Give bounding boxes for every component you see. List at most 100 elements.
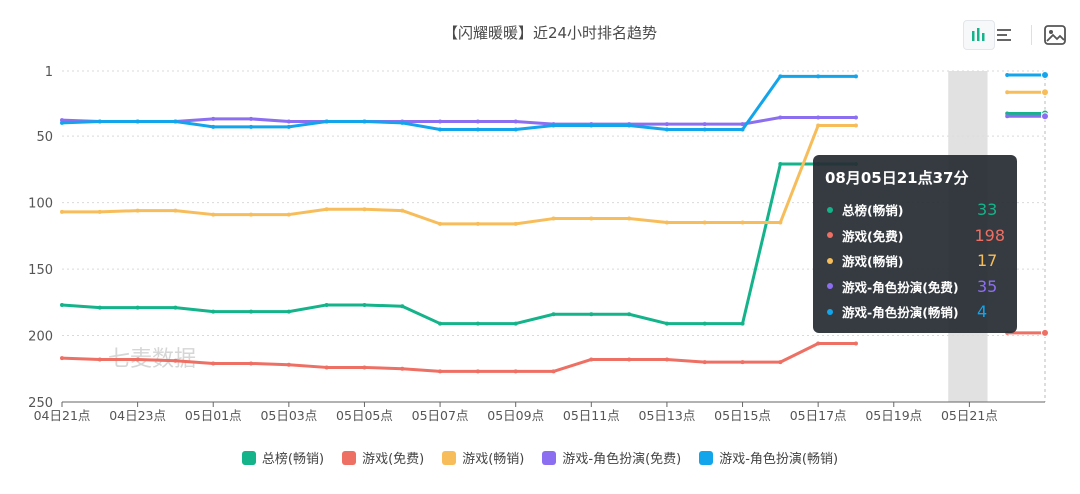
data-point (362, 302, 367, 307)
tooltip-row: 游戏(畅销) 17 (825, 248, 1005, 274)
tooltip-row: 游戏(免费) 198 (825, 223, 1005, 249)
tooltip: 08月05日21点37分 总榜(畅销) 33 游戏(免费) 198 游戏(畅销) 17 游戏… (813, 155, 1017, 333)
data-point (211, 212, 216, 217)
data-point (551, 312, 556, 317)
data-point (816, 115, 821, 120)
series-line (61, 162, 856, 326)
tooltip-series-value: 33 (977, 200, 998, 220)
legend: 总榜(畅销) 游戏(免费) 游戏(畅销) 游戏-角色扮演(免费) 游戏-角色扮演(畅销) (0, 448, 1080, 467)
data-point (740, 360, 745, 365)
legend-item[interactable]: 游戏-角色扮演(免费) (542, 448, 681, 467)
data-point (475, 369, 480, 374)
data-point (173, 358, 178, 363)
x-tick-label: 05日01点 (185, 408, 242, 423)
data-point (551, 216, 556, 221)
x-tick-label: 05日15点 (714, 408, 771, 423)
data-point (211, 361, 216, 366)
data-point (664, 321, 669, 326)
data-point (853, 74, 858, 79)
data-point (60, 209, 64, 214)
legend-label: 游戏(畅销) (462, 452, 525, 467)
data-point (853, 123, 858, 128)
data-point (740, 122, 745, 127)
data-point (438, 119, 443, 124)
series-lines[interactable] (60, 70, 1049, 374)
list-icon[interactable] (991, 22, 1017, 48)
tooltip-series-name: 总榜(畅销) (842, 203, 904, 219)
series-4 (60, 70, 1049, 132)
legend-label: 游戏-角色扮演(畅销) (719, 452, 839, 467)
x-tick-label: 05日05点 (336, 408, 393, 423)
x-tick-label: 04日23点 (109, 408, 166, 423)
data-point (249, 124, 254, 129)
legend-swatch (442, 450, 457, 465)
data-point (135, 119, 140, 124)
data-point (286, 212, 291, 217)
data-point (1041, 88, 1049, 97)
data-point (778, 360, 783, 365)
data-point (664, 122, 669, 127)
legend-item[interactable]: 游戏-角色扮演(畅销) (699, 448, 838, 467)
tooltip-series-value: 35 (977, 276, 998, 296)
data-point (97, 305, 102, 310)
tooltip-row: 游戏-角色扮演(免费) 35 (825, 274, 1005, 300)
bar-chart-icon[interactable] (963, 20, 995, 50)
data-point (1005, 72, 1010, 77)
data-point (664, 357, 669, 362)
data-point (1005, 114, 1010, 119)
tooltip-dot (827, 206, 833, 213)
y-tick-label: 200 (28, 330, 53, 345)
data-point (589, 357, 594, 362)
data-point (589, 123, 594, 128)
legend-swatch (699, 450, 714, 465)
tooltip-series-name: 游戏-角色扮演(免费) (842, 279, 959, 295)
data-point (400, 304, 405, 309)
data-point (438, 321, 443, 326)
data-point (1041, 328, 1049, 337)
legend-item[interactable]: 游戏(畅销) (442, 448, 524, 467)
tooltip-series-name: 游戏-角色扮演(畅销) (842, 305, 959, 321)
data-point (627, 216, 632, 221)
data-point (1041, 70, 1049, 79)
series-2 (60, 88, 1049, 226)
data-point (475, 321, 480, 326)
tooltip-row: 总榜(畅销) 33 (825, 197, 1005, 223)
data-point (778, 220, 783, 225)
legend-item[interactable]: 总榜(畅销) (241, 448, 324, 467)
data-point (400, 366, 405, 371)
data-point (740, 321, 745, 326)
data-point (286, 119, 291, 124)
data-point (324, 302, 329, 307)
download-icon[interactable] (1076, 22, 1080, 48)
data-point (249, 116, 254, 121)
x-tick-label: 05日09点 (487, 408, 544, 423)
x-tick-label: 05日03点 (260, 408, 317, 423)
chart-title: 【闪耀暖暖】近24小时排名趋势 (442, 24, 658, 42)
data-point (664, 127, 669, 132)
data-point (627, 357, 632, 362)
tooltip-dot (827, 232, 833, 239)
data-point (816, 74, 821, 79)
data-point (173, 305, 178, 310)
x-tick-label: 05日21点 (941, 408, 998, 423)
data-point (513, 321, 518, 326)
data-point (249, 212, 254, 217)
data-point (173, 119, 178, 124)
data-point (816, 123, 821, 128)
data-point (475, 127, 480, 132)
series-line (61, 342, 856, 373)
data-point (816, 341, 821, 346)
toolbar-divider (1031, 25, 1032, 45)
x-tick-label: 05日17点 (790, 408, 847, 423)
data-point (400, 120, 405, 125)
data-point (702, 360, 707, 365)
legend-item[interactable]: 游戏(免费) (342, 448, 424, 467)
x-tick-label: 04日21点 (34, 408, 91, 423)
data-point (324, 207, 329, 212)
data-point (362, 119, 367, 124)
data-point (702, 220, 707, 225)
image-icon[interactable] (1042, 22, 1068, 48)
series-0 (60, 109, 1049, 326)
data-point (60, 120, 64, 125)
